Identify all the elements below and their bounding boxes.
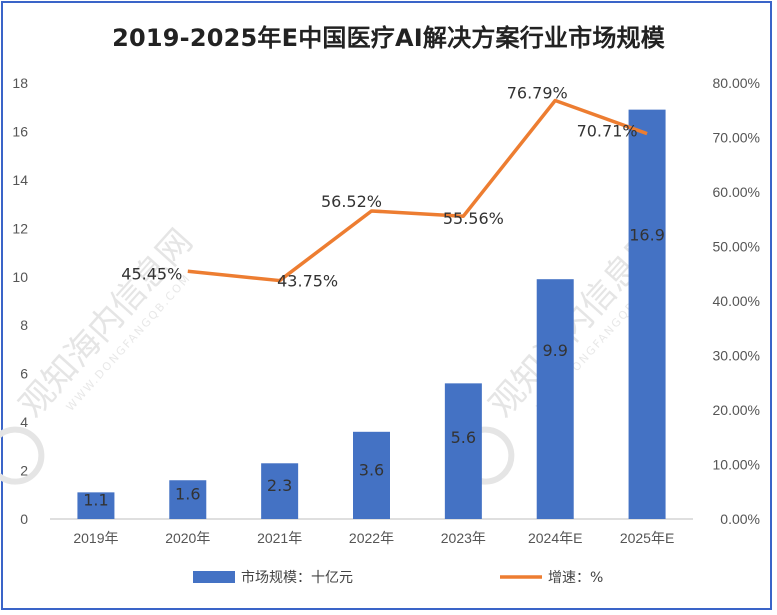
watermark-logo-icon: [0, 426, 45, 485]
bar: [261, 463, 299, 519]
line-data-label: 76.79%: [507, 83, 568, 102]
y-left-tick-label: 2: [20, 463, 28, 479]
y-right-tick-label: 0.00%: [720, 511, 760, 527]
bar-data-label: 1.1: [83, 491, 108, 510]
x-tick-label: 2020年: [165, 530, 210, 546]
bar: [169, 480, 207, 519]
bar: [536, 279, 574, 519]
line-data-label: 70.71%: [577, 122, 638, 141]
x-tick-label: 2023年: [441, 530, 486, 546]
x-tick-label: 2024年E: [528, 530, 582, 546]
bar: [444, 383, 482, 519]
x-tick-label: 2022年: [349, 530, 394, 546]
line-series: [187, 98, 648, 283]
line-data-label: 45.45%: [121, 264, 182, 283]
line-data-label: 43.75%: [277, 272, 338, 291]
chart-title: 2019-2025年E中国医疗AI解决方案行业市场规模: [112, 24, 665, 52]
y-left-tick-label: 18: [12, 75, 28, 91]
bar-data-label: 1.6: [175, 485, 200, 504]
y-right-tick-label: 10.00%: [713, 457, 760, 473]
legend-line-label: 增速：%: [548, 570, 603, 586]
bar-data-label: 16.9: [629, 226, 665, 245]
bar: [353, 431, 390, 519]
bar: [77, 492, 115, 519]
x-tick-label: 2025年E: [620, 530, 674, 546]
y-right-tick-label: 80.00%: [713, 75, 760, 91]
x-tick-label: 2021年: [257, 530, 302, 546]
y-right-tick-label: 30.00%: [713, 348, 760, 364]
growth-line: [187, 98, 648, 283]
y-right-tick-label: 40.00%: [713, 293, 760, 309]
data-labels: 1.1 1.6 2.3 3.6 5.6 9.9 16.9 45.45% 43.75% 56.52%…: [83, 83, 665, 509]
legend: 市场规模：十亿元 增速：%: [193, 569, 603, 586]
y-right-tick-label: 60.00%: [713, 184, 760, 200]
y-left-tick-label: 10: [12, 269, 28, 285]
legend-bar-label: 市场规模：十亿元: [241, 569, 353, 586]
bar: [628, 109, 666, 520]
y-left-tick-label: 0: [20, 511, 28, 527]
axes: 0 2 4 6 8 10 12 14 16 18 0.00% 10.00% 20.00% 30.00% 40…: [12, 75, 760, 546]
bar-data-label: 2.3: [267, 476, 292, 495]
bar-data-label: 3.6: [359, 460, 384, 479]
y-right-tick-label: 20.00%: [713, 402, 760, 418]
svg-text:观知海内信息网: 观知海内信息网: [12, 222, 201, 426]
bar-series: [77, 109, 666, 520]
y-left-tick-label: 14: [12, 172, 28, 188]
line-data-label: 55.56%: [443, 209, 504, 228]
bar-data-label: 9.9: [542, 341, 567, 360]
y-left-tick-label: 16: [12, 123, 28, 139]
x-tick-label: 2019年: [73, 530, 118, 546]
y-left-tick-label: 8: [20, 317, 28, 333]
line-data-label: 56.52%: [321, 192, 382, 211]
bar-data-label: 5.6: [451, 428, 476, 447]
y-left-tick-label: 12: [12, 220, 28, 236]
y-right-tick-label: 50.00%: [713, 239, 760, 255]
y-left-tick-label: 4: [20, 414, 28, 430]
y-left-tick-label: 6: [20, 366, 28, 382]
legend-bar-swatch: [193, 571, 235, 583]
y-right-tick-label: 70.00%: [713, 130, 760, 146]
